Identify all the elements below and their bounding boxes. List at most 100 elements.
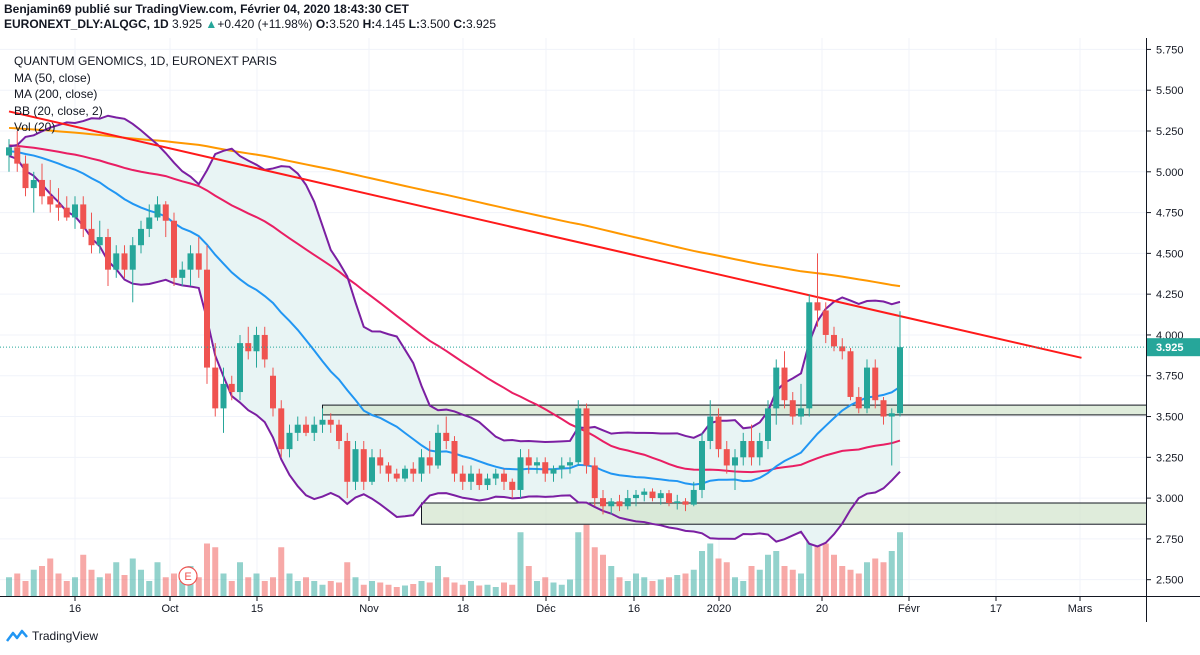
price-tick-label: 2.500: [1156, 575, 1184, 587]
candle-body: [847, 351, 854, 397]
candle-body: [204, 269, 210, 368]
volume-bar: [220, 573, 227, 596]
time-tick-label: 2020: [707, 603, 731, 615]
volume-bar: [47, 558, 54, 596]
volume-bar: [146, 581, 153, 596]
candle-body: [476, 473, 483, 486]
candle-body: [146, 217, 153, 229]
candle-body: [723, 449, 730, 466]
candle-body: [657, 493, 664, 499]
candle-body: [63, 207, 70, 218]
volume-bar: [476, 585, 483, 596]
price-tick-label: 3.000: [1156, 493, 1184, 505]
volume-bar: [740, 581, 747, 596]
candle-body: [789, 400, 796, 417]
volume-bar: [105, 573, 111, 596]
volume-bar: [649, 581, 656, 596]
candle-body: [294, 424, 301, 433]
candle-body: [567, 462, 573, 466]
volume-bar: [525, 566, 532, 596]
candle-body: [39, 179, 45, 197]
price-chart[interactable]: 2.5002.7503.0003.2503.5003.7504.0004.250…: [0, 38, 1200, 624]
candle-body: [220, 383, 227, 409]
volume-bar: [30, 569, 37, 596]
candle-body: [443, 432, 450, 441]
volume-bar: [707, 543, 714, 596]
volume-bar: [195, 577, 202, 596]
price-tick-label: 5.500: [1156, 85, 1184, 97]
candle-body: [534, 462, 540, 466]
volume-bar: [723, 562, 730, 596]
price-tick-label: 4.250: [1156, 289, 1184, 301]
volume-bar: [682, 573, 689, 596]
volume-bar: [113, 562, 120, 596]
time-tick-label: 18: [457, 603, 469, 615]
price-tick-label: 5.750: [1156, 44, 1184, 56]
candle-body: [525, 457, 532, 466]
brand-text: TradingView: [32, 629, 99, 643]
candle-body: [517, 457, 524, 490]
volume-bar: [88, 569, 95, 596]
candle-body: [6, 147, 12, 156]
legend-bb: BB (20, close, 2): [14, 103, 103, 118]
price-axis-bg: [1146, 38, 1200, 596]
volume-bar: [270, 577, 276, 596]
volume-bar: [63, 581, 70, 596]
candle-body: [327, 419, 334, 425]
price-tick-label: 4.750: [1156, 208, 1184, 220]
volume-bar: [806, 521, 813, 596]
volume-bar: [674, 575, 681, 596]
volume-bar: [484, 584, 491, 596]
candle-body: [558, 465, 565, 469]
time-axis: 16 Oct 15 Nov 18 Déc 16 2020 20 Févr 17 Mars: [0, 596, 1200, 615]
volume-bar: [278, 547, 285, 596]
volume-bar: [534, 581, 540, 596]
volume-bar: [864, 562, 870, 596]
event-circle: [178, 566, 198, 586]
candle-body: [154, 204, 161, 218]
volume-bar: [435, 566, 441, 596]
volume-bar: [517, 532, 524, 596]
volume-bar: [443, 577, 450, 596]
price-tick-label: 3.750: [1156, 371, 1184, 383]
volume-bar: [303, 577, 309, 596]
candle-body: [798, 408, 804, 417]
candle-body: [80, 204, 87, 229]
volume-bar: [608, 566, 615, 596]
volume-bar: [204, 543, 210, 596]
candle-body: [690, 489, 697, 505]
candle-body: [245, 343, 252, 352]
tradingview-brand[interactable]: TradingView: [6, 629, 98, 643]
volume-bar: [839, 566, 846, 596]
volume-bar: [798, 573, 804, 596]
volume-bar: [327, 581, 334, 596]
time-tick-label: Févr: [898, 603, 920, 615]
volume-bar: [831, 554, 837, 596]
volume-bar: [22, 581, 29, 596]
time-tick-label: 17: [990, 603, 1002, 615]
candle-body: [682, 501, 689, 505]
candle-body: [228, 383, 235, 393]
candle-body: [748, 441, 755, 458]
time-tick-label: Mars: [1068, 603, 1093, 615]
candle-body: [435, 432, 441, 466]
candle-body: [402, 468, 408, 479]
legend-ma50: MA (50, close): [14, 70, 91, 85]
candle-body: [171, 220, 177, 278]
candle-body: [765, 408, 771, 441]
candle-body: [311, 424, 318, 433]
candle-body: [814, 302, 821, 311]
candle-body: [649, 491, 656, 499]
volume-bar: [492, 587, 499, 596]
volume-bar: [600, 554, 606, 596]
time-tick-label: 16: [628, 603, 640, 615]
candle-body: [732, 457, 738, 466]
volume-bar: [360, 584, 367, 596]
volume-bar: [591, 547, 598, 596]
volume-bar: [228, 581, 235, 596]
last-price-label: 3.925: [1156, 342, 1184, 354]
volume-bar: [459, 584, 466, 596]
candle-body: [237, 343, 243, 393]
volume-bar: [212, 547, 219, 596]
candle-body: [872, 367, 879, 401]
